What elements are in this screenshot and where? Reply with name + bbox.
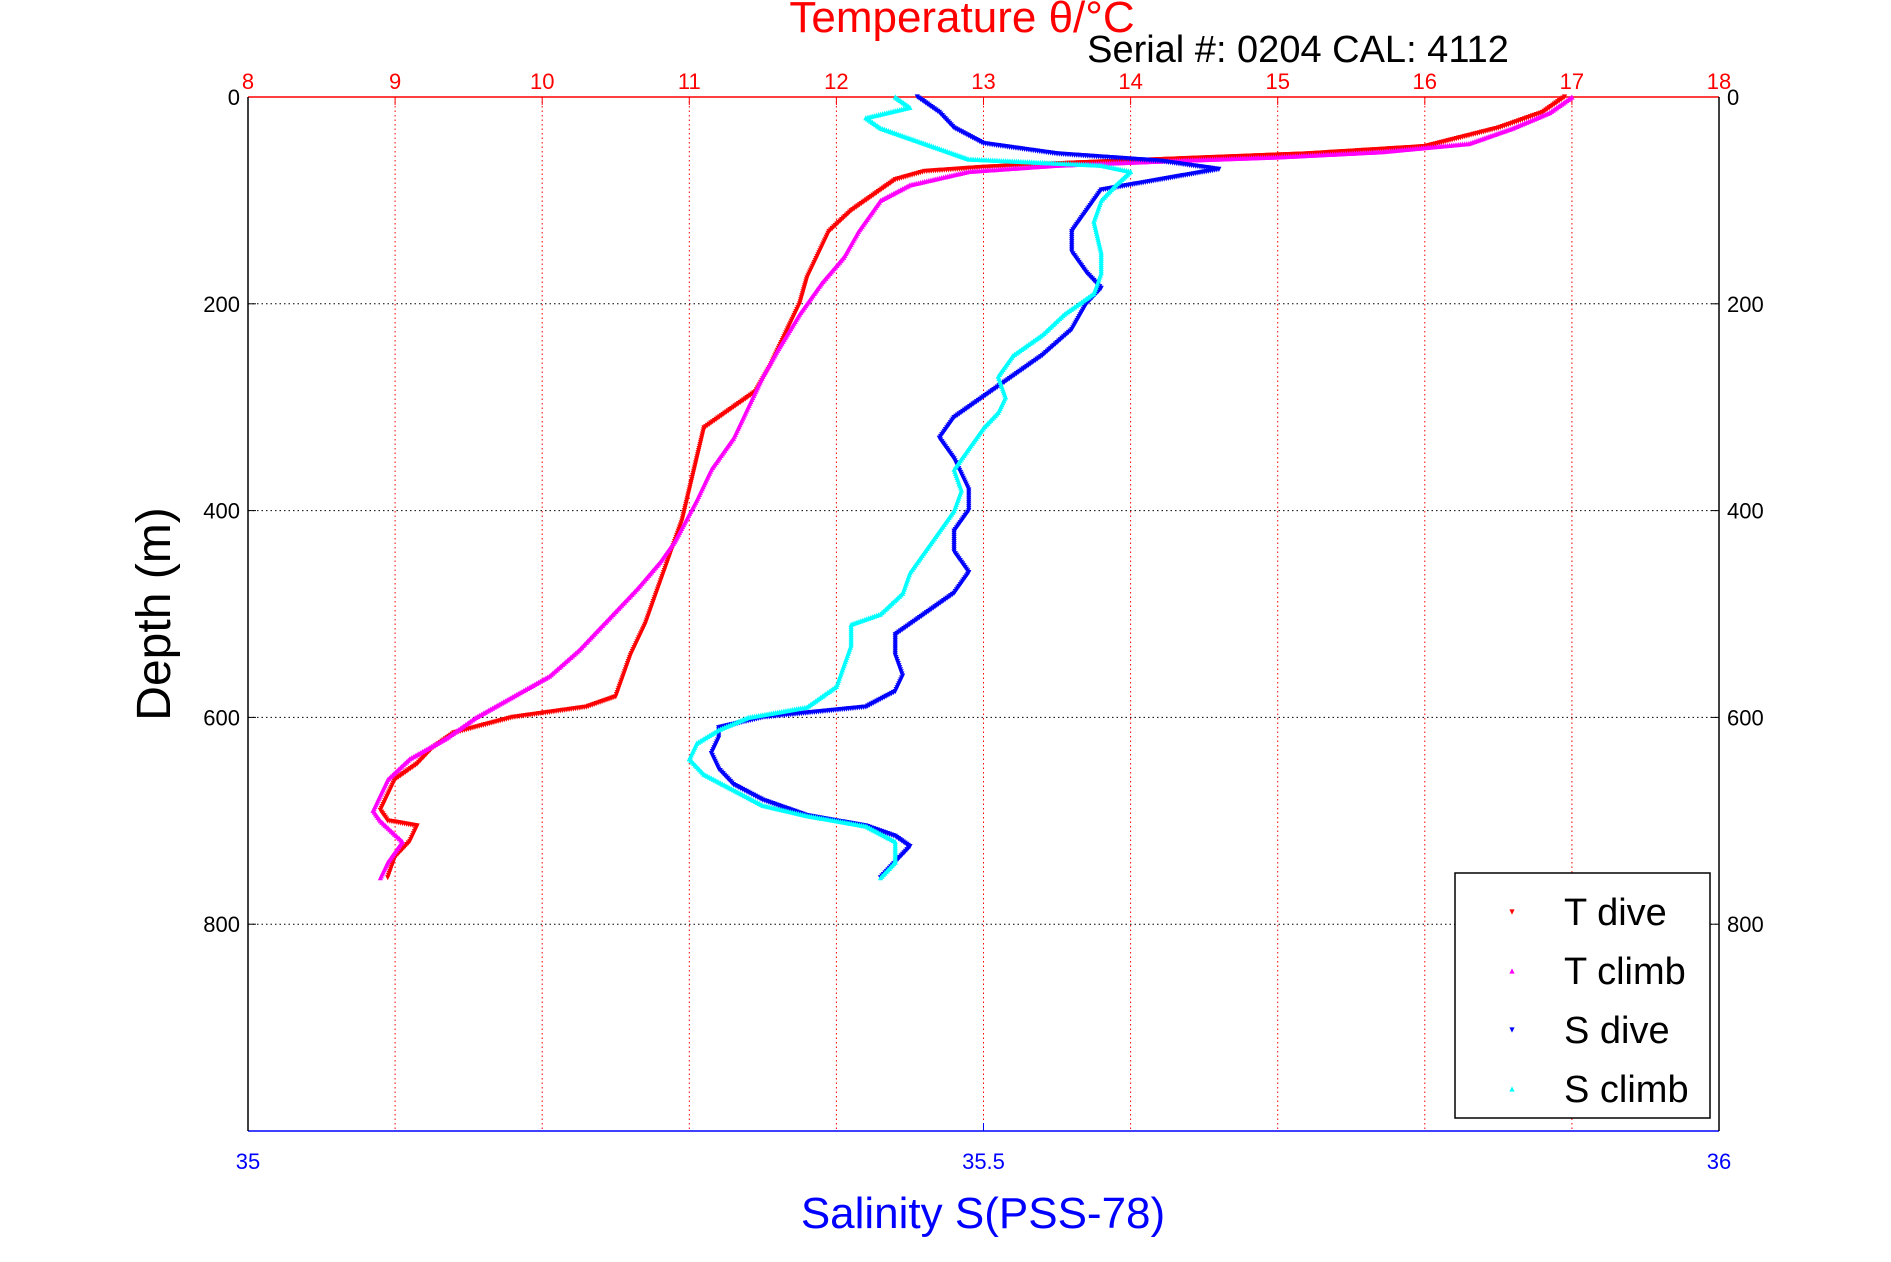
t-dive-point (385, 875, 391, 881)
depth-tick-label-right: 200 (1727, 292, 1764, 317)
depth-tick-label: 600 (203, 705, 240, 730)
salinity-tick-label: 35 (236, 1149, 260, 1174)
t-climb-point (377, 875, 383, 881)
salinity-tick-label: 35.5 (962, 1149, 1005, 1174)
depth-tick-label-right: 400 (1727, 499, 1764, 524)
chart-subtitle: Serial #: 0204 CAL: 4112 (1087, 29, 1509, 71)
series-t-climb (370, 94, 1575, 881)
legend-marker-t-climb (1509, 968, 1515, 974)
temperature-tick-label: 8 (242, 69, 254, 94)
series-t-dive (377, 94, 1568, 881)
temperature-tick-label: 15 (1265, 69, 1289, 94)
legend-entry-s-climb: S climb (1564, 1069, 1689, 1111)
depth-tick-label-right: 800 (1727, 912, 1764, 937)
x-axis-label: Salinity S(PSS-78) (801, 1189, 1165, 1238)
y-axis-label: Depth (m) (128, 507, 181, 720)
temperature-tick-label: 9 (389, 69, 401, 94)
temperature-tick-label: 16 (1413, 69, 1437, 94)
legend-marker-s-dive (1509, 1027, 1515, 1033)
legend-marker-t-dive (1509, 909, 1515, 915)
legend-entry-t-climb: T climb (1564, 951, 1686, 993)
depth-tick-label: 200 (203, 292, 240, 317)
depth-tick-label-right: 0 (1727, 85, 1739, 110)
temperature-tick-label: 12 (824, 69, 848, 94)
temperature-tick-label: 11 (678, 69, 701, 94)
salinity-tick-label: 36 (1707, 1149, 1731, 1174)
legend-marker-s-climb (1509, 1086, 1515, 1092)
temperature-tick-label: 18 (1707, 69, 1731, 94)
legend: T dive T climb S dive S climb (1454, 872, 1711, 1119)
legend-entry-t-dive: T dive (1564, 892, 1667, 934)
temperature-tick-label: 10 (530, 69, 554, 94)
depth-tick-label: 400 (203, 499, 240, 524)
chart-title: Temperature θ/°C (789, 0, 1134, 42)
data-marks (370, 94, 1575, 881)
legend-entry-s-dive: S dive (1564, 1010, 1670, 1052)
depth-tick-label: 0 (228, 85, 240, 110)
depth-tick-label: 800 (203, 912, 240, 937)
depth-tick-label-right: 600 (1727, 705, 1764, 730)
temperature-tick-label: 17 (1560, 69, 1584, 94)
legend-box (1454, 872, 1711, 1119)
s-climb-point (877, 875, 884, 881)
temperature-tick-label: 14 (1118, 69, 1142, 94)
temperature-tick-label: 13 (971, 69, 995, 94)
series-s-climb (686, 94, 1134, 881)
